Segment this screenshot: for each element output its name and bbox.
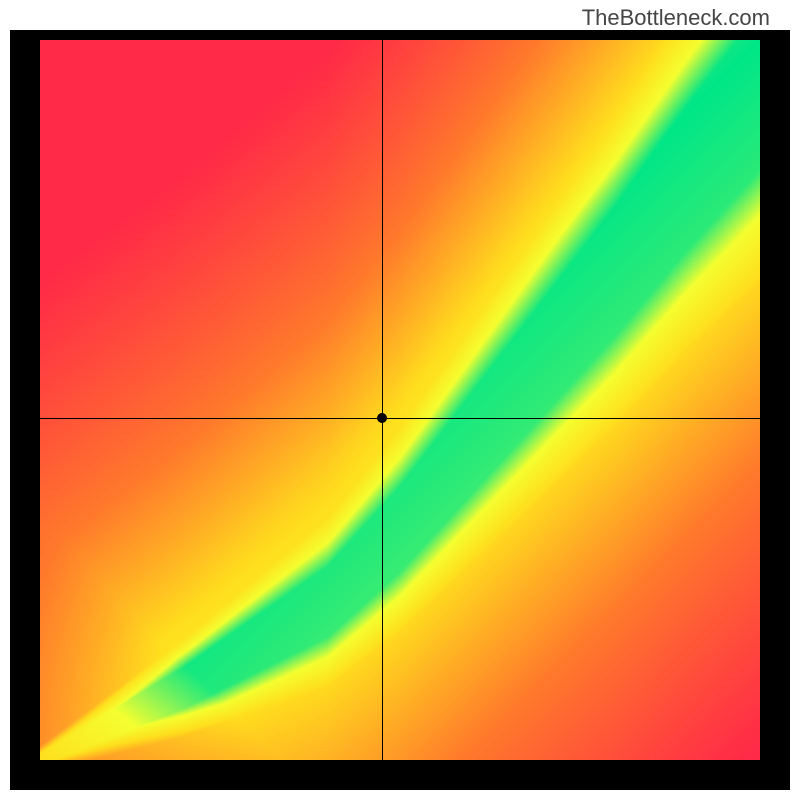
- marker-dot: [377, 413, 387, 423]
- watermark-text: TheBottleneck.com: [582, 5, 770, 31]
- chart-container: TheBottleneck.com: [0, 0, 800, 800]
- crosshair-horizontal: [40, 418, 760, 419]
- heatmap-canvas: [40, 40, 760, 760]
- chart-frame: [10, 30, 790, 790]
- crosshair-vertical: [382, 40, 383, 760]
- plot-area: [40, 40, 760, 760]
